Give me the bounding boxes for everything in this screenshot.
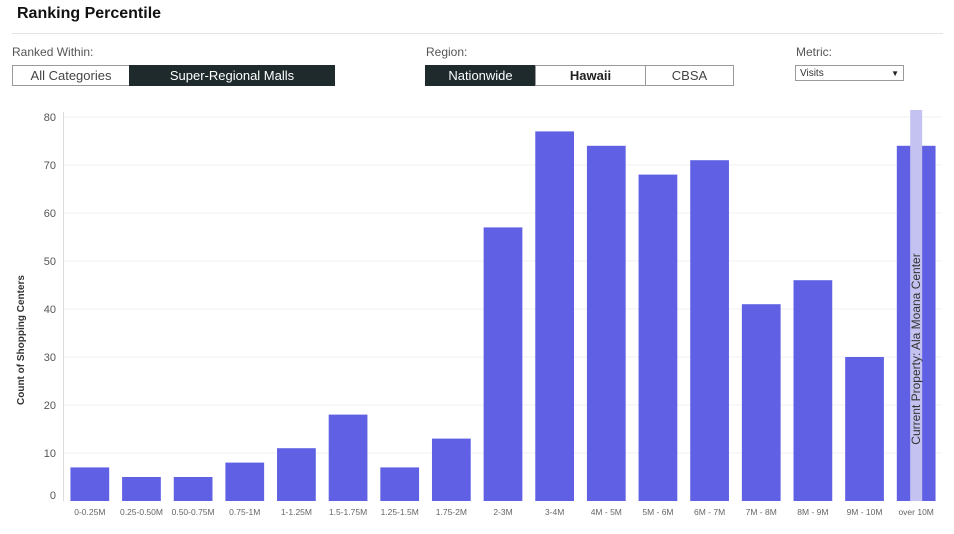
bar[interactable] bbox=[845, 357, 884, 501]
bar[interactable] bbox=[638, 174, 678, 501]
x-tick-label: 7M - 8M bbox=[746, 507, 777, 517]
region-hawaii-button[interactable]: Hawaii bbox=[535, 65, 646, 86]
y-tick-label: 10 bbox=[44, 448, 56, 460]
y-axis-label: Count of Shopping Centers bbox=[16, 275, 27, 405]
x-tick-label: 6M - 7M bbox=[694, 507, 725, 517]
bar[interactable] bbox=[328, 414, 368, 501]
x-tick-label: 1.75-2M bbox=[436, 507, 467, 517]
metric-select[interactable]: Visits ▼ bbox=[795, 65, 904, 81]
bar[interactable] bbox=[431, 438, 471, 501]
ranked-within-label: Ranked Within: bbox=[12, 45, 94, 59]
bar[interactable] bbox=[793, 280, 833, 501]
current-property-highlight bbox=[910, 110, 923, 501]
x-tick-label: 0.50-0.75M bbox=[172, 507, 215, 517]
chevron-down-icon: ▼ bbox=[891, 68, 899, 78]
bar[interactable] bbox=[741, 304, 781, 501]
y-tick-label: 40 bbox=[44, 304, 56, 316]
bar[interactable] bbox=[122, 477, 161, 501]
ranked-within-toggle: All Categories Super-Regional Malls bbox=[12, 65, 335, 86]
current-property-label: Current Property: Ala Moana Center bbox=[909, 253, 923, 444]
x-tick-label: 1.5-1.75M bbox=[329, 507, 367, 517]
bar[interactable] bbox=[277, 448, 316, 501]
metric-selected-value: Visits bbox=[800, 67, 824, 79]
x-tick-label: 8M - 9M bbox=[797, 507, 828, 517]
x-tick-label: 9M - 10M bbox=[847, 507, 883, 517]
bar[interactable] bbox=[586, 145, 626, 502]
y-tick-label: 30 bbox=[44, 352, 56, 364]
bars: Current Property: Ala Moana Center bbox=[70, 110, 936, 502]
y-axis: 0 10 20 30 40 50 60 70 80 bbox=[44, 112, 64, 502]
region-toggle: Nationwide Hawaii CBSA bbox=[425, 65, 734, 86]
ranking-histogram: 0 10 20 30 40 50 60 70 80 Current Property: Ala … bbox=[16, 110, 942, 517]
region-label: Region: bbox=[426, 45, 468, 59]
y-tick-label: 20 bbox=[44, 400, 56, 412]
x-tick-label: 4M - 5M bbox=[591, 507, 622, 517]
x-tick-label: 0.25-0.50M bbox=[120, 507, 163, 517]
header-divider bbox=[12, 33, 943, 34]
x-tick-label: 1-1.25M bbox=[281, 507, 312, 517]
page-title: Ranking Percentile bbox=[17, 5, 162, 22]
ranked-within-all-categories-button[interactable]: All Categories bbox=[12, 65, 130, 86]
x-tick-label: 2-3M bbox=[493, 507, 512, 517]
x-tick-label: 0.75-1M bbox=[229, 507, 260, 517]
x-axis: 0-0.25M 0.25-0.50M 0.50-0.75M 0.75-1M 1-1.25… bbox=[74, 507, 934, 517]
bar[interactable] bbox=[70, 467, 110, 501]
x-tick-label: 0-0.25M bbox=[74, 507, 105, 517]
bar[interactable] bbox=[225, 462, 265, 501]
x-tick-label: 3-4M bbox=[545, 507, 564, 517]
metric-label: Metric: bbox=[796, 45, 832, 59]
y-tick-label: 70 bbox=[44, 160, 56, 172]
x-tick-label: 5M - 6M bbox=[642, 507, 673, 517]
bar[interactable] bbox=[483, 227, 523, 501]
y-tick-label: 60 bbox=[44, 208, 56, 220]
y-tick-label: 0 bbox=[50, 490, 56, 502]
region-cbsa-button[interactable]: CBSA bbox=[645, 65, 734, 86]
y-tick-label: 80 bbox=[44, 112, 56, 124]
bar[interactable] bbox=[380, 467, 420, 501]
region-nationwide-button[interactable]: Nationwide bbox=[425, 65, 536, 86]
x-tick-label: 1.25-1.5M bbox=[381, 507, 419, 517]
y-tick-label: 50 bbox=[44, 256, 56, 268]
bar[interactable] bbox=[173, 477, 213, 501]
bar[interactable] bbox=[535, 131, 575, 501]
x-tick-label: over 10M bbox=[898, 507, 933, 517]
ranked-within-super-regional-button[interactable]: Super-Regional Malls bbox=[129, 65, 335, 86]
bar[interactable] bbox=[690, 160, 729, 501]
